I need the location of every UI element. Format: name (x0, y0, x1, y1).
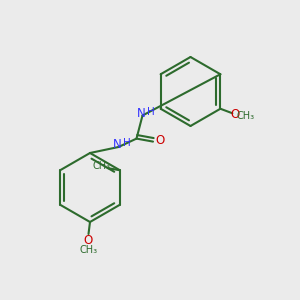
Text: CH₃: CH₃ (80, 245, 98, 255)
Text: H: H (123, 138, 130, 148)
Text: O: O (155, 134, 164, 148)
Text: N: N (112, 138, 122, 151)
Text: CH₃: CH₃ (93, 161, 111, 171)
Text: CH₃: CH₃ (236, 111, 254, 121)
Text: H: H (147, 107, 154, 117)
Text: N: N (136, 106, 146, 120)
Text: O: O (83, 233, 92, 247)
Text: O: O (231, 108, 240, 121)
